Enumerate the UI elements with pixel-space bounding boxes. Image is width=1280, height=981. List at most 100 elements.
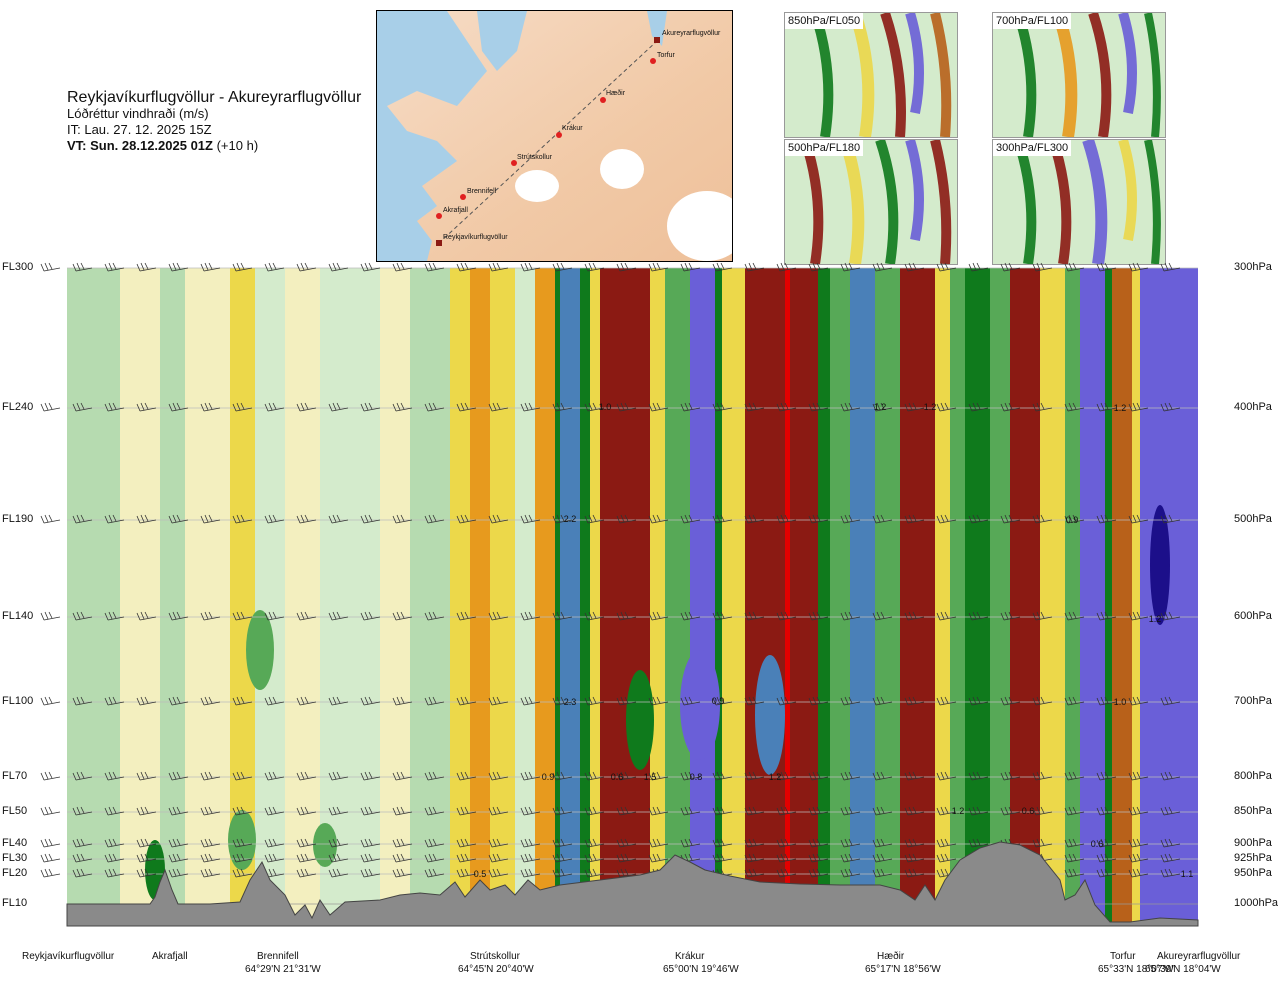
wind-barb	[584, 838, 605, 848]
thumbnail-300[interactable]: 300hPa/FL300	[992, 139, 1166, 265]
location-name: Hæðir	[877, 951, 905, 962]
wind-barb	[840, 838, 861, 848]
wind-barb	[424, 806, 445, 816]
wind-barb	[424, 514, 445, 524]
field-band	[950, 268, 965, 926]
wind-barb	[680, 611, 701, 621]
field-band	[875, 268, 900, 926]
route-map: Reykjavíkurflugvöllur Akrafjall Brennife…	[376, 10, 733, 262]
wind-barb	[1064, 838, 1085, 848]
field-band	[410, 268, 450, 926]
location-label: Krákur 65°00'N 19°46'W	[663, 950, 739, 976]
glacier-langjokull	[515, 170, 559, 202]
map-label-brennifell: Brennifell	[467, 188, 497, 195]
waypoint-akureyri	[654, 37, 660, 43]
contour-label: 1.0	[1114, 697, 1127, 707]
wind-barb	[424, 838, 445, 848]
wind-barb	[520, 696, 541, 706]
wind-barb	[520, 402, 541, 412]
field-band	[470, 268, 490, 926]
contour-label: 1.2	[874, 402, 887, 412]
wind-barb	[616, 514, 637, 524]
wind-barb	[744, 611, 765, 621]
thumbnail-700[interactable]: 700hPa/FL100	[992, 12, 1166, 138]
wind-barb	[200, 611, 221, 621]
wind-barb	[424, 262, 445, 272]
wind-barb	[136, 262, 157, 272]
location-label: Akureyrarflugvöllur 65°39'N 18°04'W	[1145, 950, 1240, 976]
wind-barb	[136, 868, 157, 878]
wind-barb	[680, 696, 701, 706]
wind-barb	[1160, 696, 1181, 706]
field-band	[1132, 268, 1140, 926]
wind-barb	[648, 514, 669, 524]
wind-barb	[72, 853, 93, 863]
wind-barb	[296, 853, 317, 863]
wind-barb	[40, 514, 61, 524]
wind-barb	[200, 771, 221, 781]
wind-barb	[712, 611, 733, 621]
contour-label: 1.1	[1181, 869, 1194, 879]
wind-barb	[1000, 611, 1021, 621]
thumbnail-500[interactable]: 500hPa/FL180	[784, 139, 958, 265]
route-title: Reykjavíkurflugvöllur - Akureyrarflugvöl…	[67, 89, 362, 106]
wind-barb	[1128, 514, 1149, 524]
wind-barb	[1064, 771, 1085, 781]
wind-barb	[360, 611, 381, 621]
wind-barbs	[40, 262, 1181, 878]
wind-barb	[392, 696, 413, 706]
field-band	[935, 268, 950, 926]
wind-barb	[456, 514, 477, 524]
location-label: Hæðir 65°17'N 18°56'W	[865, 950, 941, 976]
contour-label: 1.2	[924, 402, 937, 412]
wind-barb	[168, 514, 189, 524]
wind-barb	[392, 868, 413, 878]
location-label: Reykjavíkurflugvöllur	[22, 950, 114, 963]
wind-barb	[520, 262, 541, 272]
contour-label: 1.0	[599, 402, 612, 412]
wind-barb	[552, 838, 573, 848]
wind-barb	[1128, 868, 1149, 878]
issue-time: IT: Lau. 27. 12. 2025 15Z	[67, 122, 212, 137]
wind-barb	[1000, 806, 1021, 816]
wind-barb	[40, 771, 61, 781]
wind-barb	[1064, 853, 1085, 863]
location-label: Torfur 65°33'N 18°07'W	[1098, 950, 1174, 976]
thumbnail-label: 850hPa/FL050	[785, 13, 864, 29]
wind-barb	[648, 771, 669, 781]
wind-barb	[488, 611, 509, 621]
wind-barb	[392, 806, 413, 816]
wind-barb	[552, 771, 573, 781]
field-band	[785, 268, 790, 926]
wind-barb	[872, 853, 893, 863]
wind-barb	[584, 262, 605, 272]
wind-barb	[968, 262, 989, 272]
product-label: Lóðréttur vindhraði (m/s)	[67, 106, 209, 121]
wind-barb	[968, 514, 989, 524]
wind-barb	[904, 853, 925, 863]
wind-barb	[1064, 868, 1085, 878]
waypoint-akrafjall	[436, 213, 442, 219]
wind-barb	[744, 402, 765, 412]
field-band	[285, 268, 320, 926]
wind-barb	[232, 611, 253, 621]
wind-barb	[1128, 262, 1149, 272]
location-label: Akrafjall	[152, 950, 188, 963]
contour-label: 0.9	[542, 772, 555, 782]
wind-barb	[648, 696, 669, 706]
wind-barb	[840, 853, 861, 863]
wind-barb	[840, 868, 861, 878]
route-map-svg: Reykjavíkurflugvöllur Akrafjall Brennife…	[377, 11, 732, 261]
map-label-reykjavik: Reykjavíkurflugvöllur	[443, 234, 508, 241]
wind-barb	[744, 838, 765, 848]
wind-barb	[552, 806, 573, 816]
wind-barb	[1064, 262, 1085, 272]
wind-barb	[936, 262, 957, 272]
wind-barb	[328, 696, 349, 706]
thumbnail-850[interactable]: 850hPa/FL050	[784, 12, 958, 138]
field-band	[515, 268, 535, 926]
wind-barb	[40, 853, 61, 863]
wind-barb	[296, 838, 317, 848]
wind-barb	[168, 262, 189, 272]
wind-barb	[808, 853, 829, 863]
